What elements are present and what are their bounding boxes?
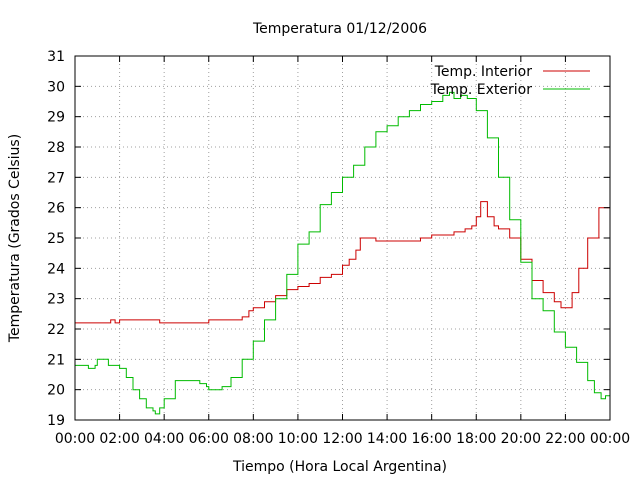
chart-title: Temperatura 01/12/2006 <box>252 21 427 37</box>
series-layer <box>75 91 611 415</box>
tick-marks <box>74 55 611 421</box>
y-tick-label: 31 <box>47 49 65 65</box>
x-tick-label: 14:00 <box>367 431 407 447</box>
legend-label: Temp. Interior <box>434 64 533 80</box>
grid-lines <box>75 56 610 420</box>
x-tick-labels: 00:00 02:00 04:00 06:00 08:00 10:00 12:00 14:00… <box>55 431 630 447</box>
y-tick-label: 30 <box>47 79 65 95</box>
y-tick-label: 21 <box>47 352 65 368</box>
y-tick-label: 19 <box>47 413 65 429</box>
y-tick-label: 28 <box>47 140 65 156</box>
series-line-temp-interior <box>75 183 611 324</box>
y-tick-label: 29 <box>47 110 65 126</box>
y-tick-label: 20 <box>47 383 65 399</box>
x-tick-label: 16:00 <box>411 431 451 447</box>
x-axis-title: Tiempo (Hora Local Argentina) <box>232 459 447 475</box>
x-tick-label: 08:00 <box>233 431 273 447</box>
x-tick-label: 22:00 <box>545 431 585 447</box>
y-tick-labels: 19 20 21 22 23 24 25 26 27 28 29 30 31 <box>47 49 65 429</box>
y-tick-label: 25 <box>47 231 65 247</box>
y-axis-title: Temperatura (Grados Celsius) <box>7 134 23 343</box>
y-tick-label: 26 <box>47 201 65 217</box>
legend: Temp. Interior Temp. Exterior <box>430 64 590 98</box>
legend-label: Temp. Exterior <box>430 82 533 98</box>
y-tick-label: 27 <box>47 170 65 186</box>
x-tick-label: 02:00 <box>99 431 139 447</box>
x-tick-label: 10:00 <box>278 431 318 447</box>
x-tick-label: 00:00 <box>590 431 630 447</box>
x-tick-label: 12:00 <box>322 431 362 447</box>
x-tick-label: 20:00 <box>501 431 541 447</box>
x-tick-label: 04:00 <box>144 431 184 447</box>
y-tick-label: 23 <box>47 292 65 308</box>
y-tick-label: 22 <box>47 322 65 338</box>
y-tick-label: 24 <box>47 261 65 277</box>
series-line-temp-exterior <box>75 91 611 415</box>
x-tick-label: 06:00 <box>189 431 229 447</box>
x-tick-label: 18:00 <box>456 431 496 447</box>
x-tick-label: 00:00 <box>55 431 95 447</box>
